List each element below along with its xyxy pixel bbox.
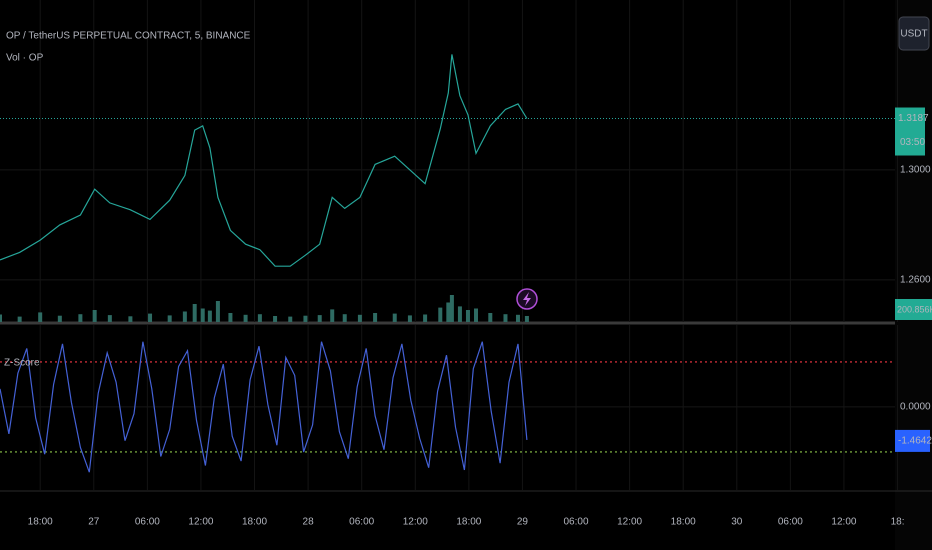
x-tick-label: 12:00 <box>403 517 428 528</box>
z-score-legend: Z-Score <box>4 358 40 369</box>
x-tick-label: 06:00 <box>564 517 589 528</box>
volume-bar <box>57 315 62 322</box>
x-tick-label: 18:00 <box>242 517 267 528</box>
chart-title: OP / TetherUS PERPETUAL CONTRACT, 5, BIN… <box>6 31 251 42</box>
volume-bar <box>273 316 278 322</box>
z-score-tag <box>895 429 930 452</box>
volume-bar <box>243 314 248 322</box>
x-tick-label: 06:00 <box>778 517 803 528</box>
volume-bar <box>288 316 293 322</box>
volume-legend: Vol · OP <box>6 53 44 64</box>
volume-bar <box>407 315 412 322</box>
volume-bar <box>342 314 347 322</box>
y-tick-label: 1.2600 <box>900 275 931 286</box>
volume-bar <box>357 314 362 322</box>
volume-bar <box>167 315 172 322</box>
x-tick-label: 18: <box>891 517 905 528</box>
y-tick-label: 1.3000 <box>900 165 931 176</box>
x-tick-label: 18:00 <box>671 517 696 528</box>
volume-bar <box>373 313 378 322</box>
volume-bar <box>330 309 335 322</box>
countdown-label: 03:50 <box>900 137 925 148</box>
z-score-line <box>0 341 528 473</box>
volume-bar <box>182 311 187 322</box>
volume-bar <box>17 316 22 322</box>
volume-bar <box>392 313 397 322</box>
z-score-tag-label: -1.4642 <box>898 436 932 447</box>
volume-bar <box>317 315 322 322</box>
currency-label[interactable]: USDT <box>900 29 927 40</box>
x-tick-label: 29 <box>517 517 529 528</box>
x-tick-label: 30 <box>731 517 743 528</box>
lightning-glyph <box>523 292 531 306</box>
volume-bar <box>148 313 153 322</box>
x-tick-label: 27 <box>88 517 100 528</box>
volume-bar <box>92 310 97 322</box>
volume-bar <box>303 315 308 322</box>
price-line <box>0 54 528 267</box>
volume-bar <box>215 301 220 322</box>
volume-bar <box>228 313 233 322</box>
x-tick-label: 06:00 <box>135 517 160 528</box>
volume-bar <box>207 310 212 322</box>
last-price-label: 1.3187 <box>898 113 929 124</box>
volume-tag-label: 200.856K <box>897 304 932 314</box>
price-axis-panel <box>895 0 932 550</box>
volume-bar <box>438 307 443 322</box>
volume-bar <box>474 308 479 322</box>
volume-bar <box>457 306 462 322</box>
currency-button[interactable] <box>898 16 930 51</box>
volume-bar <box>78 314 83 322</box>
volume-tag <box>895 299 932 320</box>
volume-bar <box>503 314 508 322</box>
volume-bar <box>515 314 520 322</box>
plots <box>0 0 899 490</box>
volume-bar <box>192 304 197 322</box>
x-tick-label: 06:00 <box>349 517 374 528</box>
volume-bar <box>449 295 454 322</box>
x-tick-label: 12:00 <box>831 517 856 528</box>
x-tick-label: 12:00 <box>617 517 642 528</box>
volume-bar <box>0 314 2 322</box>
volume-bar <box>200 308 205 322</box>
volume-bar <box>488 313 493 322</box>
x-tick-label: 28 <box>303 517 315 528</box>
y-tick-label: 0.0000 <box>900 402 931 413</box>
volume-bar <box>38 312 43 322</box>
volume-bar <box>446 302 451 322</box>
volume-bar <box>128 316 133 322</box>
volume-bar <box>107 315 112 322</box>
volume-bar <box>257 314 262 322</box>
volume-bar <box>423 314 428 322</box>
x-tick-label: 18:00 <box>28 517 53 528</box>
x-tick-label: 18:00 <box>456 517 481 528</box>
volume-bar <box>465 310 470 322</box>
x-tick-label: 12:00 <box>188 517 213 528</box>
volume-bar <box>524 315 529 322</box>
last-price-tag <box>895 107 925 156</box>
